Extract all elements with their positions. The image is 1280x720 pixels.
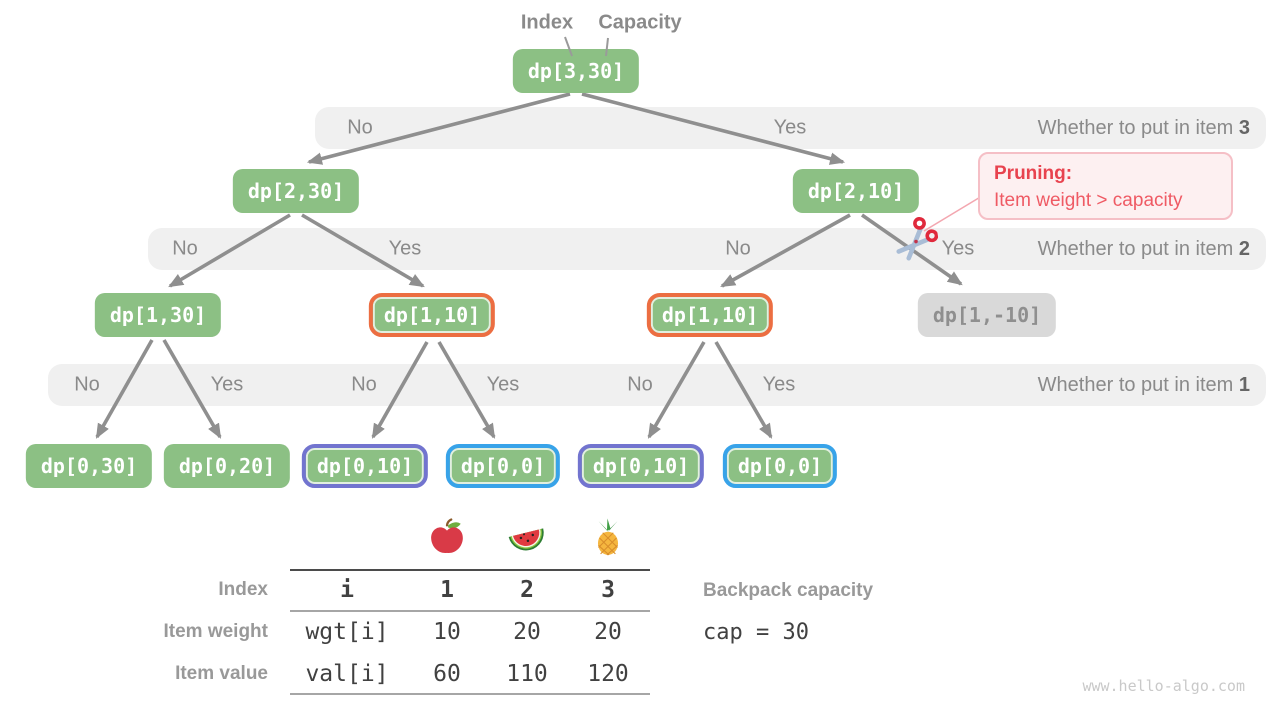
dp-node-overlap: dp[1,10]	[368, 293, 496, 337]
pineapple-icon	[597, 518, 619, 556]
scissors-icon	[896, 216, 939, 261]
table-rule-top	[290, 569, 650, 571]
table-cell: 1	[440, 577, 454, 603]
watermelon-icon	[508, 528, 544, 551]
table-rule-middle	[290, 610, 650, 612]
pruning-title: Pruning:	[994, 163, 1073, 184]
option-label: No	[172, 237, 198, 260]
option-label: No	[347, 116, 373, 139]
dp-node-overlap: dp[0,0]	[445, 444, 561, 488]
row-label-value: Item value	[175, 663, 268, 684]
table-cell: 110	[506, 661, 548, 687]
index-header-label: Index	[520, 11, 574, 34]
option-label: Yes	[486, 373, 520, 396]
table-cell: 120	[587, 661, 629, 687]
table-cell: wgt[i]	[305, 619, 389, 645]
option-label: Yes	[941, 237, 975, 260]
dp-node: dp[0,20]	[163, 444, 291, 488]
backpack-capacity-code: cap = 30	[703, 620, 809, 645]
backpack-capacity-label: Backpack capacity	[703, 580, 874, 601]
option-label: Yes	[388, 237, 422, 260]
option-label: No	[351, 373, 377, 396]
dp-node-overlap: dp[0,10]	[301, 444, 429, 488]
dp-node-pruned: dp[1,-10]	[917, 293, 1057, 337]
table-cell: 20	[594, 619, 622, 645]
band-question: Whether to put in item 2	[1037, 237, 1250, 260]
table-cell: i	[340, 577, 354, 603]
option-label: Yes	[762, 373, 796, 396]
dp-node: dp[0,30]	[25, 444, 153, 488]
row-label-index: Index	[218, 579, 268, 600]
dp-node-overlap: dp[0,10]	[577, 444, 705, 488]
table-cell: 3	[601, 577, 615, 603]
band-question: Whether to put in item 3	[1037, 116, 1250, 139]
option-label: No	[74, 373, 100, 396]
table-cell: 2	[520, 577, 534, 603]
pruning-detail: Item weight > capacity	[994, 190, 1183, 211]
option-label: No	[627, 373, 653, 396]
pruning-callout: Pruning: Item weight > capacity	[978, 152, 1233, 220]
dp-node-overlap: dp[0,0]	[722, 444, 838, 488]
decision-band-item-2: Whether to put in item 2	[148, 228, 1266, 270]
table-rule-bottom	[290, 693, 650, 695]
watermark: www.hello-algo.com	[1082, 677, 1245, 695]
apple-icon	[431, 518, 463, 553]
option-label: No	[725, 237, 751, 260]
table-cell: 20	[513, 619, 541, 645]
dp-node: dp[1,30]	[94, 293, 222, 337]
option-label: Yes	[773, 116, 807, 139]
table-cell: 10	[433, 619, 461, 645]
capacity-header-label: Capacity	[598, 11, 682, 34]
dp-node-overlap: dp[1,10]	[646, 293, 774, 337]
table-cell: 60	[433, 661, 461, 687]
table-cell: val[i]	[305, 661, 389, 687]
dp-node: dp[3,30]	[512, 49, 640, 93]
row-label-weight: Item weight	[163, 621, 268, 642]
dp-node: dp[2,10]	[792, 169, 920, 213]
option-label: Yes	[210, 373, 244, 396]
band-question: Whether to put in item 1	[1037, 373, 1250, 396]
dp-node: dp[2,30]	[232, 169, 360, 213]
